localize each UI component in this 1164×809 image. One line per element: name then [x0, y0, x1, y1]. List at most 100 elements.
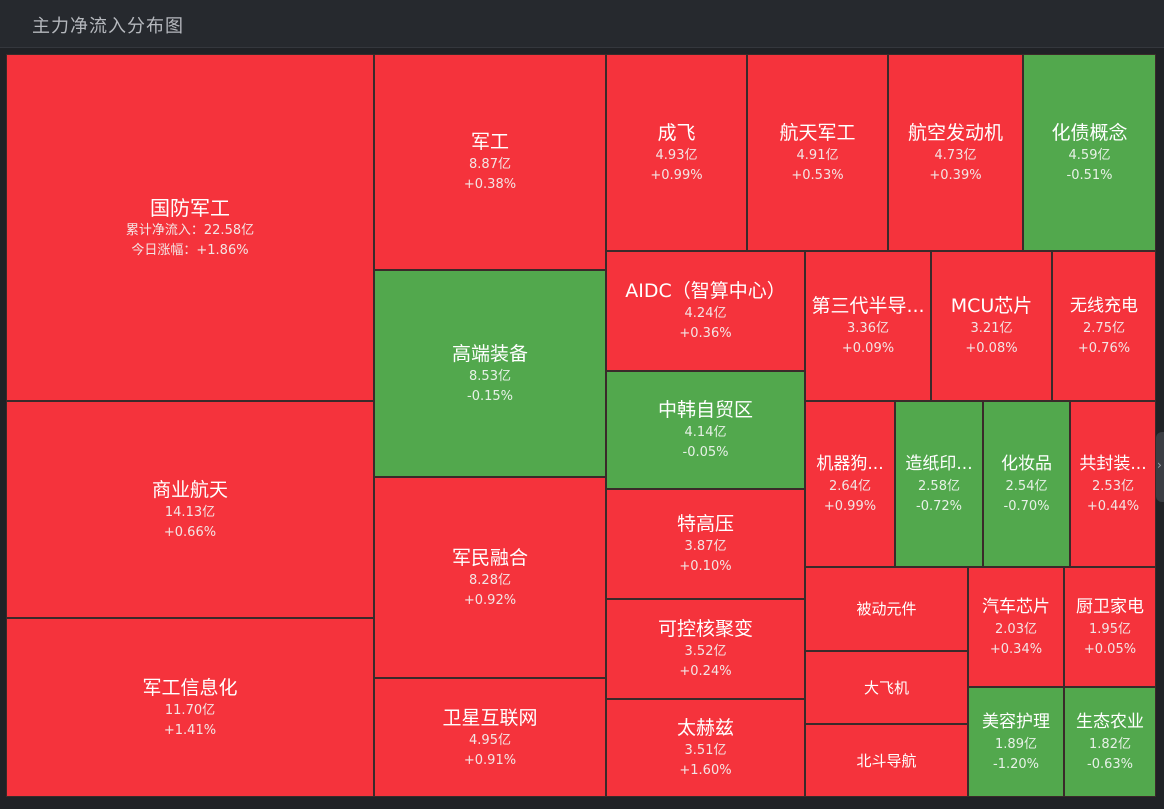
treemap-tile[interactable]: 北斗导航: [805, 724, 968, 797]
tile-net-inflow: 2.03亿: [995, 622, 1037, 637]
tile-change-pct: +0.36%: [679, 326, 732, 341]
treemap-tile[interactable]: 军民融合 8.28亿 +0.92%: [374, 477, 606, 678]
tile-net-inflow: 2.53亿: [1092, 479, 1134, 494]
tile-change-pct: +0.76%: [1077, 341, 1131, 356]
tile-name: 航空发动机: [907, 121, 1003, 144]
tile-change-pct: -0.63%: [1087, 757, 1133, 772]
tile-change-pct: +0.99%: [823, 499, 877, 514]
tile-name: 化债概念: [1051, 121, 1128, 144]
tile-content: 商业航天 14.13亿 +0.66%: [7, 477, 373, 543]
tile-change-pct: +0.91%: [463, 752, 517, 768]
treemap-tile[interactable]: 大飞机: [805, 651, 968, 724]
tile-content: 美容护理 1.89亿 -1.20%: [969, 709, 1063, 775]
tile-net-inflow: 4.14亿: [684, 425, 727, 440]
tile-net-inflow: 2.54亿: [1005, 479, 1048, 494]
tile-change-pct: +1.60%: [679, 763, 732, 778]
treemap-tile[interactable]: 机器狗... 2.64亿 +0.99%: [805, 401, 895, 567]
tile-content: AIDC（智算中心） 4.24亿 +0.36%: [607, 278, 804, 344]
tile-name: 机器狗...: [816, 454, 884, 474]
treemap-tile[interactable]: 被动元件: [805, 567, 968, 651]
tile-name: 生态农业: [1076, 712, 1144, 732]
tile-content: 军工 8.87亿 +0.38%: [375, 129, 605, 195]
treemap-tile[interactable]: 化债概念 4.59亿 -0.51%: [1023, 54, 1156, 251]
tile-change-pct: +0.10%: [679, 559, 732, 574]
treemap-tile[interactable]: 军工信息化 11.70亿 +1.41%: [6, 618, 374, 797]
tile-change-pct: +0.44%: [1086, 499, 1140, 514]
treemap-tile[interactable]: 生态农业 1.82亿 -0.63%: [1064, 687, 1156, 797]
treemap-tile[interactable]: 第三代半导... 3.36亿 +0.09%: [805, 251, 931, 401]
tile-net-inflow: 3.87亿: [684, 539, 727, 554]
tile-content: 化妆品 2.54亿 -0.70%: [984, 451, 1069, 517]
treemap-tile[interactable]: 可控核聚变 3.52亿 +0.24%: [606, 599, 805, 699]
treemap-tile[interactable]: 特高压 3.87亿 +0.10%: [606, 489, 805, 599]
tile-name: 无线充电: [1070, 296, 1138, 316]
tile-name: 军工信息化: [142, 676, 238, 699]
tile-content: 第三代半导... 3.36亿 +0.09%: [806, 293, 930, 359]
tile-name: 美容护理: [982, 712, 1050, 732]
treemap-tile[interactable]: MCU芯片 3.21亿 +0.08%: [931, 251, 1052, 401]
tile-name: 北斗导航: [856, 751, 917, 770]
tile-content: 大飞机: [806, 675, 967, 701]
treemap-tile[interactable]: 汽车芯片 2.03亿 +0.34%: [968, 567, 1064, 687]
tile-change-pct: -1.20%: [993, 757, 1039, 772]
tile-content: 被动元件: [806, 596, 967, 622]
tile-name: 特高压: [676, 513, 734, 535]
tile-content: 北斗导航: [806, 748, 967, 774]
treemap-tile[interactable]: 航天军工 4.91亿 +0.53%: [747, 54, 888, 251]
chevron-right-icon: ›: [1157, 458, 1162, 472]
tile-name: 太赫兹: [676, 717, 734, 739]
tile-name: 第三代半导...: [811, 295, 925, 317]
tile-name: MCU芯片: [950, 295, 1033, 317]
tile-change-pct: +0.39%: [929, 167, 982, 183]
tile-name: 成飞: [657, 121, 696, 144]
tile-change-pct: +0.08%: [965, 341, 1018, 356]
tile-net-inflow: 累计净流入：22.58亿: [125, 222, 255, 238]
treemap-tile[interactable]: 太赫兹 3.51亿 +1.60%: [606, 699, 805, 797]
tile-name: 汽车芯片: [982, 597, 1050, 617]
tile-net-inflow: 2.75亿: [1083, 321, 1125, 336]
treemap-tile[interactable]: 美容护理 1.89亿 -1.20%: [968, 687, 1064, 797]
treemap-tile[interactable]: 成飞 4.93亿 +0.99%: [606, 54, 747, 251]
tile-change-pct: -0.72%: [916, 499, 962, 514]
treemap-tile[interactable]: 航空发动机 4.73亿 +0.39%: [888, 54, 1023, 251]
tile-content: 生态农业 1.82亿 -0.63%: [1065, 709, 1155, 775]
treemap-tile[interactable]: 国防军工 累计净流入：22.58亿 今日涨幅：+1.86%: [6, 54, 374, 401]
tile-content: 军民融合 8.28亿 +0.92%: [375, 545, 605, 611]
tile-net-inflow: 4.93亿: [655, 147, 698, 163]
tile-change-pct: -0.15%: [467, 388, 513, 404]
tile-content: 汽车芯片 2.03亿 +0.34%: [969, 594, 1063, 660]
treemap-tile[interactable]: 中韩自贸区 4.14亿 -0.05%: [606, 371, 805, 489]
tile-change-pct: -0.70%: [1003, 499, 1050, 514]
treemap-tile[interactable]: 造纸印... 2.58亿 -0.72%: [895, 401, 983, 567]
treemap-tile[interactable]: 化妆品 2.54亿 -0.70%: [983, 401, 1070, 567]
tile-net-inflow: 3.36亿: [847, 321, 889, 336]
tile-net-inflow: 4.59亿: [1068, 147, 1111, 163]
treemap-tile[interactable]: 卫星互联网 4.95亿 +0.91%: [374, 678, 606, 797]
tile-name: 共封装...: [1079, 454, 1147, 474]
treemap-tile[interactable]: 高端装备 8.53亿 -0.15%: [374, 270, 606, 477]
treemap-tile[interactable]: AIDC（智算中心） 4.24亿 +0.36%: [606, 251, 805, 371]
tile-net-inflow: 3.21亿: [970, 321, 1013, 336]
tile-name: 可控核聚变: [657, 618, 753, 640]
tile-change-pct: -0.05%: [682, 445, 729, 460]
tile-change-pct: 今日涨幅：+1.86%: [131, 242, 249, 258]
tile-change-pct: +0.38%: [463, 177, 517, 192]
tile-content: 航天军工 4.91亿 +0.53%: [748, 120, 887, 186]
treemap-tile[interactable]: 无线充电 2.75亿 +0.76%: [1052, 251, 1156, 401]
treemap-tile[interactable]: 军工 8.87亿 +0.38%: [374, 54, 606, 270]
tile-content: 国防军工 累计净流入：22.58亿 今日涨幅：+1.86%: [7, 195, 373, 261]
tile-content: 无线充电 2.75亿 +0.76%: [1053, 293, 1155, 359]
treemap: 国防军工 累计净流入：22.58亿 今日涨幅：+1.86% 商业航天 14.13亿 +0.…: [6, 54, 1156, 797]
treemap-tile[interactable]: 共封装... 2.53亿 +0.44%: [1070, 401, 1156, 567]
tile-net-inflow: 2.64亿: [829, 479, 871, 494]
treemap-tile[interactable]: 商业航天 14.13亿 +0.66%: [6, 401, 374, 618]
tile-net-inflow: 4.91亿: [796, 147, 839, 163]
collapse-handle[interactable]: ›: [1156, 432, 1164, 502]
tile-content: 可控核聚变 3.52亿 +0.24%: [607, 616, 804, 682]
treemap-tile[interactable]: 厨卫家电 1.95亿 +0.05%: [1064, 567, 1156, 687]
tile-change-pct: +0.05%: [1083, 642, 1137, 657]
tile-net-inflow: 4.73亿: [934, 147, 977, 163]
tile-name: 军民融合: [451, 546, 528, 569]
tile-name: 造纸印...: [905, 454, 973, 474]
tile-content: 机器狗... 2.64亿 +0.99%: [806, 451, 894, 517]
